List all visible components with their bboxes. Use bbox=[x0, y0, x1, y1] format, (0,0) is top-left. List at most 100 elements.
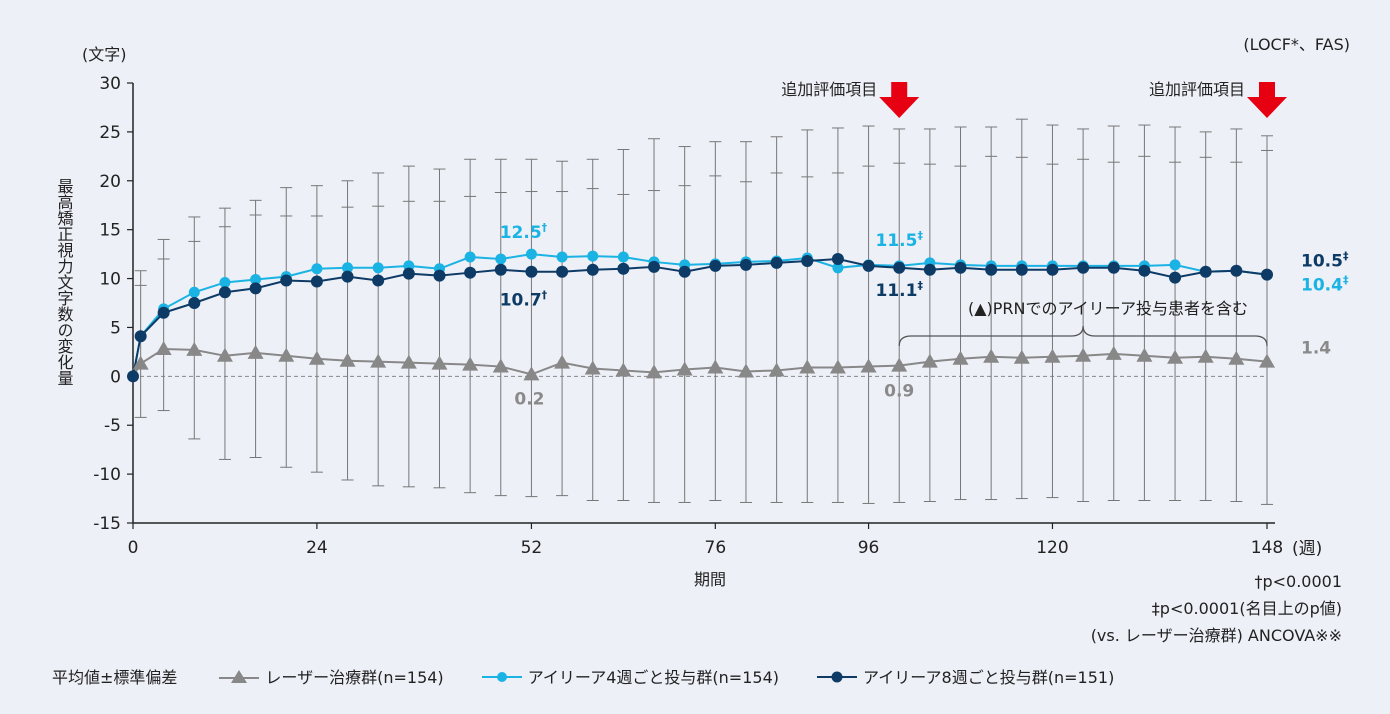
point-q4 bbox=[311, 263, 323, 275]
point-q8 bbox=[134, 330, 147, 343]
point-laser bbox=[431, 355, 448, 370]
data-label: 0.9 bbox=[884, 382, 914, 402]
point-q8 bbox=[464, 266, 477, 279]
point-laser bbox=[339, 352, 356, 367]
data-label: 10.4‡ bbox=[1301, 274, 1349, 296]
y-tick-label: 10 bbox=[99, 270, 121, 290]
y-tick-label: -15 bbox=[93, 514, 121, 534]
corner-note: (LOCF*、FAS) bbox=[1243, 35, 1350, 54]
point-q8 bbox=[923, 263, 936, 276]
point-q8 bbox=[1107, 261, 1120, 274]
point-laser bbox=[1013, 349, 1030, 364]
legend-title: 平均値±標準偏差 bbox=[52, 668, 178, 687]
point-q8 bbox=[801, 254, 814, 267]
stats-line-1: †p<0.0001 bbox=[1254, 572, 1342, 591]
point-q8 bbox=[678, 265, 691, 278]
series-line-laser bbox=[132, 347, 1268, 377]
down-arrow-icon bbox=[879, 82, 920, 118]
point-laser bbox=[799, 359, 816, 374]
legend-label-laser: レーザー治療群(n=154) bbox=[265, 668, 444, 687]
point-laser bbox=[1167, 349, 1184, 364]
legend-item-q8: アイリーア8週ごと投与群(n=151) bbox=[817, 664, 1114, 688]
y-tick-label: 15 bbox=[99, 221, 121, 241]
data-label: 11.5‡ bbox=[875, 229, 923, 251]
x-tick-label: 148 bbox=[1251, 538, 1283, 558]
y-unit: (文字) bbox=[82, 45, 127, 64]
point-q8 bbox=[249, 282, 262, 295]
point-laser bbox=[247, 344, 264, 359]
down-arrow-icon bbox=[1247, 82, 1287, 118]
point-laser bbox=[492, 358, 509, 373]
point-q8 bbox=[1046, 263, 1059, 276]
stats-line-2: ‡p<0.0001(名目上のp値) bbox=[1151, 599, 1342, 618]
data-label: 0.2 bbox=[514, 389, 544, 409]
x-tick-label: 52 bbox=[521, 538, 543, 558]
point-q4 bbox=[342, 262, 354, 274]
point-laser bbox=[216, 347, 233, 362]
y-tick-label: 0 bbox=[110, 367, 121, 387]
point-laser bbox=[1259, 353, 1275, 368]
point-q4 bbox=[372, 262, 384, 274]
legend-item-laser: レーザー治療群(n=154) bbox=[219, 664, 444, 688]
point-q8 bbox=[617, 262, 630, 275]
data-label: 1.4 bbox=[1301, 339, 1331, 359]
point-q8 bbox=[862, 259, 875, 272]
x-unit: (週) bbox=[1292, 539, 1322, 559]
point-q4 bbox=[832, 262, 844, 274]
point-laser bbox=[737, 363, 754, 378]
point-q8 bbox=[648, 260, 661, 273]
annotations: 12.5† 10.7† 11.5‡ 11.1‡ 10.5‡10.4‡ 0.2 0.9 1.4 追… bbox=[500, 80, 1349, 409]
point-laser bbox=[860, 358, 877, 373]
point-laser bbox=[308, 350, 325, 365]
point-q8 bbox=[770, 256, 783, 269]
chart: 30 25 20 15 10 5 0 -5 -10 -15 0 24 52 76 96 120 148 12.5… bbox=[55, 35, 1351, 589]
point-q8 bbox=[556, 265, 569, 278]
point-laser bbox=[132, 355, 149, 370]
point-laser bbox=[921, 353, 938, 368]
point-q4 bbox=[617, 251, 629, 263]
y-tick-label: -10 bbox=[93, 465, 121, 485]
legend-label-q8: アイリーア8週ごと投与群(n=151) bbox=[863, 668, 1115, 687]
point-q4 bbox=[250, 274, 262, 286]
stats-line-3: (vs. レーザー治療群) ANCOVA※※ bbox=[1090, 626, 1342, 645]
arrow-label: 追加評価項目 bbox=[1149, 80, 1245, 99]
point-laser bbox=[278, 347, 295, 362]
y-axis-label: 最高矯正視力文字数の変化量 bbox=[55, 178, 74, 386]
x-tick-label: 0 bbox=[128, 538, 139, 558]
point-q8 bbox=[1138, 264, 1151, 277]
data-label: 11.1‡ bbox=[875, 279, 923, 301]
y-tick-label: 30 bbox=[99, 74, 121, 94]
point-laser bbox=[1075, 347, 1092, 362]
x-tick-label: 96 bbox=[858, 538, 880, 558]
point-q8 bbox=[433, 269, 446, 282]
point-laser bbox=[983, 348, 1000, 363]
statistics-note: †p<0.0001 ‡p<0.0001(名目上のp値) (vs. レーザー治療群… bbox=[1091, 568, 1342, 649]
point-q4 bbox=[464, 251, 476, 263]
point-laser bbox=[370, 353, 387, 368]
point-q8 bbox=[310, 275, 323, 288]
point-q8 bbox=[1077, 261, 1090, 274]
point-laser bbox=[1136, 347, 1153, 362]
point-laser bbox=[1197, 348, 1214, 363]
x-tick-label: 120 bbox=[1036, 538, 1068, 558]
point-q4 bbox=[525, 248, 537, 260]
point-q8 bbox=[280, 274, 293, 287]
point-q8 bbox=[1261, 268, 1273, 281]
point-q4 bbox=[188, 286, 200, 298]
data-label: 12.5† bbox=[500, 221, 548, 243]
point-q8 bbox=[402, 267, 415, 280]
circle-marker-icon bbox=[817, 671, 857, 683]
point-q4 bbox=[1169, 259, 1181, 271]
point-q8 bbox=[218, 286, 231, 299]
data-label: 10.5‡ bbox=[1301, 250, 1349, 272]
legend-label-q4: アイリーア4週ごと投与群(n=154) bbox=[527, 668, 779, 687]
point-q8 bbox=[586, 263, 599, 276]
y-tick-label: 25 bbox=[99, 123, 121, 143]
point-q8 bbox=[1199, 265, 1212, 278]
point-q8 bbox=[188, 297, 201, 309]
point-laser bbox=[952, 350, 969, 365]
point-q8 bbox=[709, 259, 722, 272]
point-laser bbox=[1044, 348, 1061, 363]
point-q8 bbox=[525, 265, 538, 278]
point-laser bbox=[554, 354, 571, 369]
